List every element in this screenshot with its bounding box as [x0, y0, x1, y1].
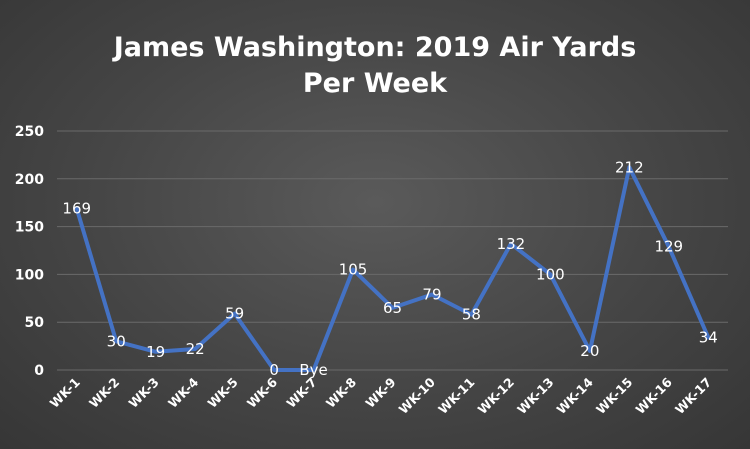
- data-label: 30: [107, 332, 126, 350]
- data-label: 129: [654, 238, 683, 256]
- chart-title-line-1: James Washington: 2019 Air Yards: [112, 32, 637, 63]
- x-tick-label: WK-17: [672, 375, 714, 417]
- x-tick-label: WK-6: [244, 374, 280, 410]
- chart-title-line-2: Per Week: [303, 68, 448, 99]
- data-label: 58: [462, 306, 481, 324]
- x-tick-label: WK-8: [323, 375, 359, 411]
- data-label: Bye: [299, 361, 327, 379]
- data-label: 59: [225, 305, 244, 323]
- x-tick-label: WK-9: [362, 375, 398, 411]
- x-tick-label: WK-3: [126, 375, 162, 411]
- x-tick-label: WK-15: [593, 375, 635, 417]
- y-axis-ticks: 0 50 100 150 200 250: [15, 124, 44, 379]
- x-tick-label: WK-5: [204, 375, 240, 411]
- x-tick-label: WK-12: [475, 375, 517, 417]
- gridlines: [57, 130, 728, 371]
- data-label: 79: [422, 285, 441, 303]
- x-tick-label: WK-1: [47, 375, 83, 411]
- data-label: 34: [699, 328, 718, 346]
- y-tick-label: 100: [15, 267, 44, 283]
- data-label: 169: [62, 199, 91, 217]
- x-tick-label: WK-13: [514, 375, 556, 417]
- data-label: 212: [615, 158, 644, 176]
- chart-title: James Washington: 2019 Air Yards Per Wee…: [112, 32, 637, 99]
- data-label: 105: [339, 261, 368, 279]
- x-tick-label: WK-4: [165, 374, 201, 410]
- data-label: 19: [146, 343, 165, 361]
- x-tick-label: WK-2: [86, 375, 122, 411]
- data-label: 22: [186, 340, 205, 358]
- x-tick-label: WK-16: [633, 374, 676, 417]
- data-label: 0: [269, 361, 279, 379]
- x-axis-ticks: WK-1 WK-2 WK-3 WK-4 WK-5 WK-6 WK-7 WK-8 WK-9WK-1…: [47, 374, 715, 417]
- y-tick-label: 250: [15, 124, 44, 140]
- x-tick-label: WK-14: [554, 374, 597, 417]
- x-tick-label: WK-7: [283, 375, 319, 411]
- data-labels: 169 30 19 22 59 0 Bye 105 65 79 58 132 100 20 212 129 34: [62, 158, 717, 379]
- data-label: 100: [536, 265, 565, 283]
- y-tick-label: 150: [15, 220, 44, 236]
- data-label: 65: [383, 299, 402, 317]
- data-label: 20: [580, 342, 599, 360]
- x-tick-label: WK-11: [435, 375, 477, 417]
- y-tick-label: 0: [34, 363, 44, 379]
- x-tick-label: WK-10: [396, 374, 439, 417]
- y-tick-label: 50: [25, 315, 45, 331]
- data-label: 132: [497, 235, 526, 253]
- series-line: [74, 165, 711, 372]
- series-lines: [74, 165, 711, 372]
- y-tick-label: 200: [15, 172, 44, 188]
